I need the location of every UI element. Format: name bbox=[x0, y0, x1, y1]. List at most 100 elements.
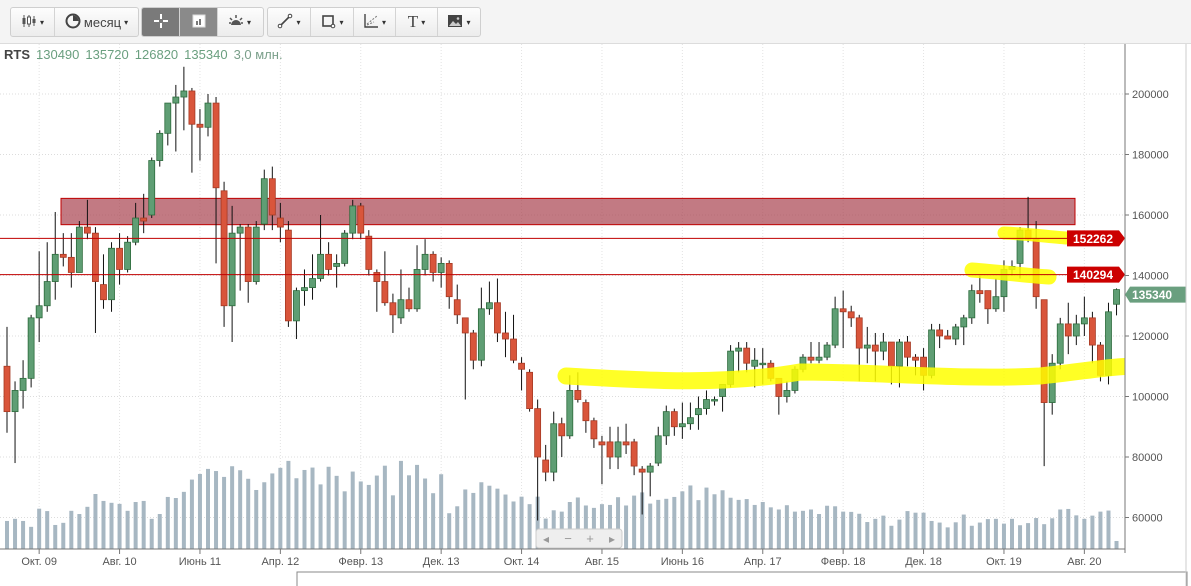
volume-bar bbox=[423, 478, 428, 549]
candle-down bbox=[1040, 299, 1048, 403]
line-tool-button[interactable]: ▾ bbox=[268, 8, 311, 36]
volume-bar bbox=[640, 492, 645, 549]
volume-bar bbox=[567, 502, 572, 549]
volume-bar bbox=[374, 475, 379, 549]
rectangle-tool-icon bbox=[320, 13, 336, 32]
indicator-panel-button[interactable] bbox=[180, 8, 218, 36]
volume-bar bbox=[632, 495, 637, 549]
volume-bar bbox=[849, 511, 854, 549]
volume-bar bbox=[792, 511, 797, 549]
volume-bar bbox=[206, 468, 210, 549]
candle-down bbox=[807, 356, 815, 361]
volume-bar bbox=[5, 520, 9, 549]
navigator[interactable]: ◂ − + ▸ bbox=[535, 528, 623, 549]
text-tool-button[interactable]: T ▾ bbox=[396, 8, 438, 36]
volume-bar bbox=[125, 510, 130, 549]
candle-down bbox=[389, 302, 397, 316]
volume-bar bbox=[149, 518, 154, 549]
candle-up bbox=[550, 423, 558, 473]
volume-bar bbox=[214, 471, 219, 549]
candle-down bbox=[84, 226, 91, 234]
chevron-down-icon: ▾ bbox=[421, 17, 426, 27]
image-icon bbox=[447, 14, 463, 31]
price-tick-label: 80000 bbox=[1132, 452, 1163, 464]
period-button[interactable]: месяц ▾ bbox=[55, 8, 138, 36]
volume-bar bbox=[278, 467, 283, 549]
volume-bar bbox=[1058, 509, 1063, 549]
candle-up bbox=[301, 287, 308, 292]
chevron-down-icon: ▾ bbox=[39, 17, 44, 27]
candle-down bbox=[622, 441, 630, 446]
horizontal-levels[interactable]: 152262 140294 bbox=[0, 230, 1125, 283]
candle-up bbox=[397, 299, 405, 319]
price-tick-label: 60000 bbox=[1132, 513, 1163, 525]
volume-bar bbox=[953, 522, 958, 549]
volume-bar bbox=[270, 473, 275, 549]
price-axis[interactable]: 200000 180000 160000 140000 120000 100000 8000… bbox=[1124, 44, 1186, 554]
candle-up bbox=[293, 290, 300, 322]
candle-down bbox=[268, 178, 276, 216]
volume-bar bbox=[181, 491, 186, 549]
candle-up bbox=[413, 269, 421, 310]
zoom-out-button[interactable]: − bbox=[564, 531, 572, 546]
resistance-zone[interactable] bbox=[60, 197, 1076, 226]
candle-up bbox=[228, 232, 236, 307]
candle-up bbox=[960, 317, 968, 328]
candle-up bbox=[236, 226, 244, 234]
line-tool-icon bbox=[277, 13, 293, 32]
volume-bar bbox=[680, 491, 685, 549]
resistance-zone-rect[interactable] bbox=[60, 197, 1076, 226]
fib-tool-button[interactable]: ▾ bbox=[354, 8, 396, 36]
volume-bar bbox=[503, 494, 508, 549]
highlighter-marks[interactable] bbox=[557, 226, 1149, 390]
candle-down bbox=[59, 253, 67, 258]
volume-bar bbox=[1034, 518, 1039, 549]
volume-bar bbox=[664, 498, 669, 549]
candle-up bbox=[711, 399, 718, 402]
close-value: 135340 bbox=[184, 47, 228, 62]
candle-up bbox=[566, 390, 574, 437]
volume-bar bbox=[1098, 511, 1103, 549]
effects-button[interactable]: ▾ bbox=[218, 8, 261, 36]
candle-up bbox=[783, 390, 791, 397]
volume-bar bbox=[165, 496, 170, 549]
candle-down bbox=[598, 441, 606, 446]
crosshair-button[interactable] bbox=[142, 8, 180, 36]
scroll-right-button[interactable]: ▸ bbox=[609, 532, 615, 546]
highlight-top[interactable] bbox=[997, 226, 1073, 245]
volume-bar bbox=[141, 500, 146, 549]
volume-bar bbox=[431, 493, 436, 549]
candle-down bbox=[976, 290, 984, 295]
chart-type-button[interactable]: ▾ bbox=[11, 8, 55, 36]
highlight-support[interactable] bbox=[557, 357, 1149, 390]
volume-bar bbox=[93, 493, 98, 549]
highlight-mid[interactable] bbox=[964, 262, 1057, 285]
volume-bar bbox=[455, 506, 460, 549]
candle-up bbox=[421, 253, 429, 270]
volume-bar bbox=[1010, 518, 1014, 549]
chart-settings-group: ▾ месяц ▾ bbox=[10, 7, 139, 37]
candle-down bbox=[405, 299, 413, 310]
volume-bar bbox=[945, 527, 950, 549]
time-tick-label: Дек. 13 bbox=[423, 556, 460, 568]
scroll-left-button[interactable]: ◂ bbox=[543, 532, 549, 546]
candle-up bbox=[35, 305, 43, 319]
volume-bar bbox=[398, 460, 403, 549]
volume-bar bbox=[350, 471, 355, 549]
volume-value: 3,0 млн. bbox=[233, 47, 283, 62]
shape-tool-button[interactable]: ▾ bbox=[311, 8, 354, 36]
volume-bar bbox=[889, 525, 894, 549]
time-axis[interactable]: Окт. 09 Авг. 10 Июнь 11 Апр. 12 Февр. 13 Дек.… bbox=[0, 548, 1125, 568]
volume-bar bbox=[1082, 518, 1087, 549]
time-tick-label: Июнь 16 bbox=[661, 556, 704, 568]
candle-up bbox=[180, 90, 188, 98]
zoom-in-button[interactable]: + bbox=[586, 531, 594, 546]
volume-bar bbox=[366, 484, 371, 549]
volume-bar bbox=[535, 496, 540, 549]
candle-down bbox=[606, 441, 614, 458]
image-tool-button[interactable]: ▾ bbox=[438, 8, 480, 36]
sun-icon bbox=[228, 14, 244, 31]
candle-up bbox=[51, 253, 59, 282]
time-tick-label: Апр. 12 bbox=[261, 556, 299, 568]
